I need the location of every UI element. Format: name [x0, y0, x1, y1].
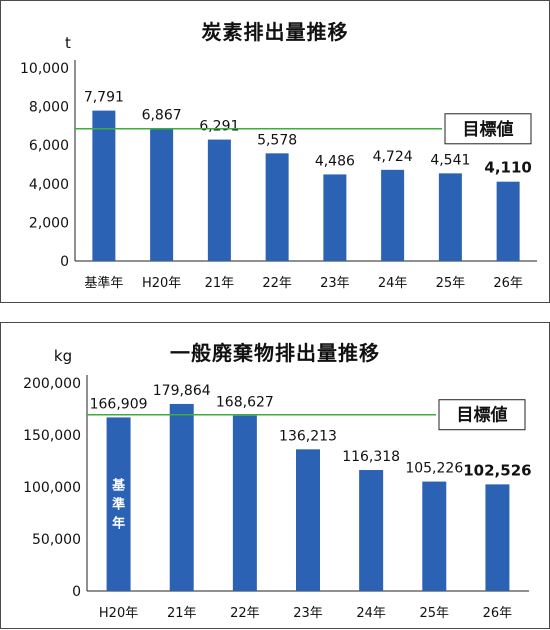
data-label: 116,318 — [342, 449, 400, 465]
bar — [296, 449, 320, 591]
data-label: 102,526 — [463, 461, 531, 479]
bar — [92, 110, 116, 261]
bar — [496, 181, 520, 261]
y-tick-label: 10,000 — [20, 61, 69, 77]
data-label: 6,291 — [199, 119, 239, 135]
data-label: 5,578 — [257, 132, 297, 148]
y-tick-label: 200,000 — [23, 376, 81, 392]
y-tick-label: 50,000 — [32, 532, 81, 548]
waste-emissions-panel: 一般廃棄物排出量推移 kg 0 50,000 100,000 150,000 200,00… — [0, 322, 550, 629]
data-label: 4,541 — [430, 152, 470, 168]
carbon-emissions-chart: t 0 2,000 4,000 6,000 8,000 10,000 7,791 基準年 6,86… — [20, 34, 537, 291]
x-tick-label: 26年 — [493, 276, 523, 291]
x-tick-label: 25年 — [436, 276, 466, 291]
target-label-box — [438, 399, 526, 431]
x-tick-label: 23年 — [320, 276, 350, 291]
x-tick-label: 25年 — [420, 606, 450, 621]
x-tick-label: 26年 — [483, 606, 513, 621]
bar — [485, 484, 510, 591]
y-axis-unit: t — [65, 34, 71, 52]
x-tick-label: 23年 — [293, 606, 323, 621]
y-tick-label: 4,000 — [29, 177, 69, 193]
data-label: 105,226 — [405, 461, 463, 477]
bar — [359, 470, 384, 591]
x-tick-label: H20年 — [142, 276, 181, 291]
y-tick-label: 100,000 — [23, 480, 81, 496]
y-tick-label: 6,000 — [29, 138, 69, 154]
y-tick-label: 8,000 — [29, 100, 69, 116]
baseline-bar-label: 基 — [111, 477, 126, 493]
y-tick-label: 0 — [60, 254, 69, 270]
y-tick-label: 2,000 — [29, 215, 69, 231]
waste-emissions-chart: kg 0 50,000 100,000 150,000 200,000 166,909 H20… — [23, 347, 531, 621]
target-label: 目標値 — [457, 405, 508, 426]
bar — [265, 153, 289, 261]
x-tick-label: 21年 — [167, 606, 197, 621]
data-label: 168,627 — [216, 395, 274, 411]
x-tick-label: H20年 — [99, 606, 138, 621]
data-label: 4,724 — [373, 149, 413, 165]
bar — [106, 417, 131, 591]
data-label: 136,213 — [279, 428, 337, 444]
bar — [207, 139, 231, 261]
data-label: 7,791 — [84, 90, 124, 106]
bar — [438, 173, 462, 261]
bar — [381, 169, 405, 261]
data-label: 4,486 — [315, 153, 355, 169]
bar — [422, 481, 447, 591]
chart-title: 一般廃棄物排出量推移 — [170, 341, 380, 365]
data-label: 6,867 — [142, 107, 182, 123]
baseline-bar-label: 年 — [112, 515, 125, 531]
y-tick-label: 150,000 — [23, 428, 81, 444]
x-tick-label: 24年 — [356, 606, 386, 621]
bar — [232, 415, 257, 591]
data-label: 166,909 — [90, 396, 148, 412]
x-tick-label: 24年 — [378, 276, 408, 291]
y-axis-unit: kg — [54, 347, 72, 365]
target-label: 目標値 — [463, 119, 514, 140]
carbon-emissions-panel: 炭素排出量推移 t 0 2,000 4,000 6,000 8,000 10,000 7,79… — [0, 0, 550, 303]
bar — [323, 174, 347, 261]
bar — [150, 128, 174, 261]
target-label-box — [444, 113, 532, 145]
x-tick-label: 基準年 — [84, 275, 123, 291]
y-tick-label: 0 — [72, 584, 81, 600]
data-label: 179,864 — [153, 383, 211, 399]
data-label: 4,110 — [484, 159, 531, 177]
x-tick-label: 21年 — [205, 276, 235, 291]
x-tick-label: 22年 — [230, 606, 260, 621]
bar — [169, 403, 194, 591]
x-tick-label: 22年 — [262, 276, 292, 291]
chart-title: 炭素排出量推移 — [201, 20, 349, 44]
baseline-bar-label: 準 — [112, 496, 125, 512]
